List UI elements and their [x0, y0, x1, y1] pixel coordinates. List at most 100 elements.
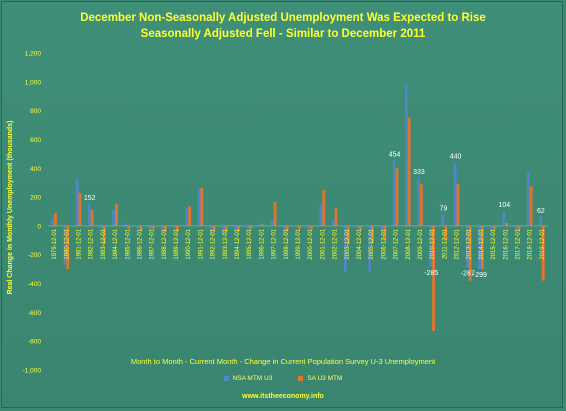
chart-subtitle: Seasonally Adjusted Fell - Similar to De…: [140, 28, 426, 40]
x-tick-label-1995-12-01: 1995-12-01: [247, 228, 253, 259]
x-tick-label-2015-12-01: 2015-12-01: [491, 228, 497, 259]
y-tick-label: -1,000: [23, 368, 42, 375]
bar-sa-2001-12-01: [322, 189, 326, 226]
data-labels: 152 454 333 -285 79 440 -287-299 104 62: [84, 151, 545, 279]
x-tick-label-1996-12-01: 1996-12-01: [259, 228, 265, 259]
bar-sa-1989-12-01: [176, 225, 179, 232]
y-tick-label: 600: [30, 137, 41, 144]
data-label-1982-12-01: 152: [84, 195, 96, 202]
data-label-2016-12-01: 104: [498, 202, 510, 209]
bar-sa-1979-12-01: [54, 212, 57, 226]
y-tick-label: 400: [30, 166, 41, 173]
bar-sa-2018-12-01: [529, 186, 533, 226]
bar-nsa-1982-12-01: [87, 204, 91, 226]
bar-sa-1991-12-01: [200, 187, 204, 226]
bar-sa-2016-12-01: [505, 223, 509, 226]
bar-nsa-1995-12-01: [246, 225, 250, 232]
legend-label-nsa: NSA MTM U3: [232, 375, 273, 382]
y-tick-label: -400: [28, 281, 41, 288]
bar-sa-1993-12-01: [224, 225, 228, 232]
bar-sa-2011-12-01: [444, 225, 448, 241]
bar-sa-2010-12-01: [432, 225, 435, 332]
x-tick-label-1988-12-01: 1988-12-01: [162, 228, 168, 259]
bar-nsa-1979-12-01: [51, 217, 55, 226]
bar-sa-1995-12-01: [249, 225, 253, 229]
bar-nsa-1993-12-01: [222, 225, 225, 235]
x-tick-label-2006-12-01: 2006-12-01: [381, 228, 387, 259]
bar-nsa-1987-12-01: [148, 225, 152, 231]
bar-sa-2014-12-01: [480, 225, 484, 270]
x-tick-label-1990-12-01: 1990-12-01: [186, 228, 192, 259]
bar-nsa-2002-12-01: [331, 220, 335, 226]
bar-sa-2015-12-01: [493, 225, 496, 229]
bars-layer: [51, 83, 545, 332]
x-tick-label-1981-12-01: 1981-12-01: [76, 228, 82, 259]
x-tick-label-2003-12-01: 2003-12-01: [345, 228, 351, 259]
bar-sa-1981-12-01: [78, 192, 82, 226]
bar-nsa-1992-12-01: [209, 225, 213, 235]
data-label-2011-12-01: 79: [439, 206, 447, 213]
legend-swatch-sa: [298, 376, 304, 381]
y-tick-label: -800: [28, 339, 41, 346]
bar-sa-1994-12-01: [237, 225, 240, 232]
bar-sa-1990-12-01: [188, 206, 192, 226]
y-tick-label: -200: [28, 252, 41, 259]
x-tick-label-1980-12-01: 1980-12-01: [64, 228, 70, 259]
bar-sa-1986-12-01: [139, 225, 143, 231]
bar-sa-1997-12-01: [273, 202, 277, 226]
bar-sa-1982-12-01: [90, 210, 94, 226]
x-tick-label-2000-12-01: 2000-12-01: [308, 228, 314, 259]
data-label-2009-12-01: 333: [413, 169, 425, 176]
chart-title: December Non-Seasonally Adjusted Unemplo…: [80, 12, 486, 24]
bar-nsa-2000-12-01: [307, 225, 311, 231]
data-label-2019-12-01: 62: [537, 208, 545, 215]
bar-sa-1985-12-01: [127, 225, 131, 229]
bar-sa-1999-12-01: [298, 225, 301, 229]
legend: NSA MTM U3 SA U3 MTM: [0, 375, 566, 382]
bar-nsa-2015-12-01: [490, 225, 494, 232]
bar-nsa-2010-12-01: [429, 225, 433, 267]
bar-sa-2006-12-01: [383, 225, 387, 241]
bar-nsa-1994-12-01: [234, 225, 238, 231]
bar-nsa-2004-12-01: [356, 225, 359, 229]
y-tick-label: 800: [30, 108, 41, 115]
source-credit: www.itstheeconomy.info: [242, 393, 324, 400]
bar-sa-2017-12-01: [517, 225, 521, 231]
x-tick-label-2012-12-01: 2012-12-01: [455, 228, 461, 259]
y-tick-label: 1,200: [25, 51, 42, 58]
bar-nsa-2011-12-01: [441, 214, 445, 226]
bar-sa-2000-12-01: [310, 225, 313, 229]
bar-sa-1988-12-01: [163, 225, 167, 232]
bar-nsa-1985-12-01: [124, 223, 128, 226]
bar-sa-2009-12-01: [419, 184, 423, 226]
legend-label-sa: SA U3 MTM: [307, 375, 343, 382]
bar-sa-2003-12-01: [346, 225, 350, 245]
bar-sa-2008-12-01: [407, 117, 411, 226]
x-tick-label-1984-12-01: 1984-12-01: [113, 228, 119, 259]
bar-nsa-2018-12-01: [526, 171, 530, 226]
bar-nsa-1999-12-01: [295, 225, 298, 228]
bar-nsa-1997-12-01: [270, 220, 274, 226]
bar-sa-2004-12-01: [358, 225, 362, 231]
x-tick-label-2005-12-01: 2005-12-01: [369, 228, 375, 259]
bar-nsa-1991-12-01: [197, 189, 201, 226]
data-label-2010-12-01: -285: [424, 270, 438, 277]
bar-nsa-1980-12-01: [63, 225, 67, 265]
y-axis: -1,000 -800 -600 -400 -200 0 200 400 600 800 1,000…: [23, 51, 42, 375]
bar-nsa-2001-12-01: [319, 203, 323, 226]
y-tick-label: 200: [30, 195, 41, 202]
bar-nsa-2003-12-01: [343, 225, 347, 273]
bar-nsa-2006-12-01: [380, 225, 384, 231]
x-tick-label-2004-12-01: 2004-12-01: [357, 228, 363, 259]
y-tick-label: -600: [28, 310, 41, 317]
legend-item-nsa: NSA MTM U3: [223, 375, 273, 382]
x-tick-label-1993-12-01: 1993-12-01: [223, 228, 229, 259]
bar-nsa-2008-12-01: [404, 83, 408, 226]
x-tick-label-1982-12-01: 1982-12-01: [89, 228, 95, 259]
x-tick-label-1999-12-01: 1999-12-01: [296, 228, 302, 259]
bar-sa-1980-12-01: [66, 225, 70, 270]
data-label-2013-12-01: -287: [461, 270, 475, 277]
x-tick-label-1991-12-01: 1991-12-01: [198, 228, 204, 259]
bar-nsa-1983-12-01: [100, 225, 103, 229]
